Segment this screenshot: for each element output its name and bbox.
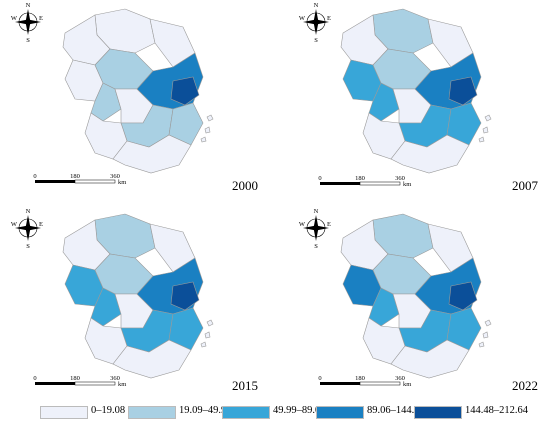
- compass-south-label: S: [314, 37, 318, 44]
- compass-south-label: S: [314, 243, 318, 250]
- region-south-tip: [112, 134, 192, 174]
- scale-bar: 0 180 360 km: [33, 375, 126, 388]
- compass-east-label: E: [327, 15, 331, 22]
- region-island-1: [206, 319, 214, 327]
- scale-unit: km: [403, 181, 411, 188]
- scale-tick-360: 360: [110, 375, 120, 382]
- map-svg-2007: N S E W 0 180 360 km: [299, 2, 492, 188]
- region-south-east: [446, 307, 482, 351]
- region-island-2: [482, 126, 489, 134]
- scale-tick-0: 0: [318, 375, 321, 382]
- compass-rose: N S E W: [11, 2, 43, 44]
- legend-label: 0–19.08: [91, 405, 126, 416]
- compass-east-label: E: [39, 15, 43, 22]
- legend-label: 89.06–144.47: [367, 405, 425, 416]
- compass-north-label: N: [26, 2, 31, 9]
- scale-tick-360: 360: [395, 375, 405, 382]
- legend-swatch: [222, 406, 270, 419]
- legend-label: 49.99–89.05: [273, 405, 326, 416]
- year-label: 2015: [232, 378, 258, 393]
- scale-tick-0: 0: [33, 375, 36, 382]
- year-label: 2007: [512, 178, 538, 193]
- region-south-tip: [390, 134, 470, 174]
- compass-north-label: N: [314, 208, 319, 215]
- compass-rose: N S E W: [299, 2, 331, 44]
- region-map: [62, 213, 214, 379]
- region-map: [340, 213, 492, 379]
- compass-west-label: W: [11, 221, 18, 228]
- region-south-east: [446, 102, 482, 146]
- legend-label: 144.48–212.64: [465, 405, 528, 416]
- scale-tick-180: 180: [355, 175, 365, 182]
- compass-south-label: S: [26, 243, 30, 250]
- compass-south-label: S: [26, 37, 30, 44]
- map-panel-2000: N S E W 0 180 360 km 2000: [0, 0, 275, 200]
- scale-unit: km: [403, 381, 411, 388]
- region-south-tip: [390, 339, 470, 379]
- compass-rose: N S E W: [299, 208, 331, 250]
- region-map: [340, 8, 492, 174]
- region-island-2: [204, 126, 211, 134]
- scale-tick-180: 180: [70, 173, 80, 180]
- compass-north-label: N: [314, 2, 319, 9]
- compass-east-label: E: [327, 221, 331, 228]
- scale-tick-0: 0: [33, 173, 36, 180]
- region-east-core: [448, 281, 478, 311]
- compass-east-label: E: [39, 221, 43, 228]
- region-island-2: [482, 331, 489, 339]
- region-east-core: [170, 76, 200, 106]
- region-south-tip: [112, 339, 192, 379]
- scale-unit: km: [118, 381, 126, 388]
- compass-north-label: N: [26, 208, 31, 215]
- region-island-1: [484, 114, 492, 122]
- scale-tick-360: 360: [395, 175, 405, 182]
- map-panel-2022: N S E W 0 180 360 km 2022: [275, 200, 550, 400]
- legend-swatch: [414, 406, 462, 419]
- map-svg-2015: N S E W 0 180 360 km: [11, 208, 214, 388]
- scale-tick-180: 180: [70, 375, 80, 382]
- compass-west-label: W: [299, 15, 306, 22]
- map-panel-2015: N S E W 0 180 360 km 2015: [0, 200, 275, 400]
- scale-tick-0: 0: [318, 175, 321, 182]
- region-island-2: [204, 331, 211, 339]
- legend-swatch: [128, 406, 176, 419]
- region-island-3: [200, 136, 207, 143]
- scale-tick-180: 180: [355, 375, 365, 382]
- region-east-core: [170, 281, 200, 311]
- compass-rose: N S E W: [11, 208, 43, 250]
- scale-bar: 0 180 360 km: [318, 175, 411, 188]
- legend: 0–19.08 19.09–49.98 49.99–89.05 89.06–14…: [40, 404, 540, 424]
- year-label: 2022: [512, 378, 538, 393]
- compass-west-label: W: [299, 221, 306, 228]
- region-east-core: [448, 76, 478, 106]
- region-island-1: [484, 319, 492, 327]
- map-svg-2022: N S E W 0 180 360 km: [299, 208, 492, 388]
- scale-tick-360: 360: [110, 173, 120, 180]
- region-island-3: [478, 136, 485, 143]
- region-south-east: [168, 102, 204, 146]
- scale-unit: km: [118, 179, 126, 186]
- legend-swatch: [316, 406, 364, 419]
- scale-bar: 0 180 360 km: [33, 173, 126, 186]
- year-label: 2000: [232, 178, 258, 193]
- region-south-east: [168, 307, 204, 351]
- region-island-1: [206, 114, 214, 122]
- legend-label: 19.09–49.98: [179, 405, 232, 416]
- region-island-3: [478, 341, 485, 348]
- region-island-3: [200, 341, 207, 348]
- region-map: [62, 8, 214, 174]
- map-svg-2000: N S E W 0 180 360 km: [11, 2, 214, 186]
- scale-bar: 0 180 360 km: [318, 375, 411, 388]
- map-panel-2007: N S E W 0 180 360 km 2007: [275, 0, 550, 200]
- compass-west-label: W: [11, 15, 18, 22]
- legend-swatch: [40, 406, 88, 419]
